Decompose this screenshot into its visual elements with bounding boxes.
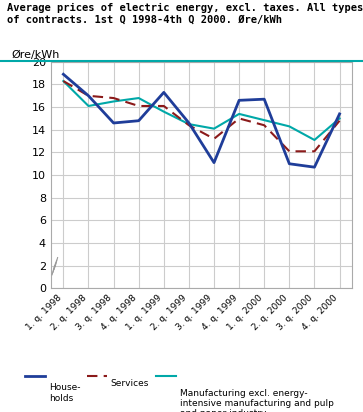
Legend: House-
holds, Services, Manufacturing excl. energy-
intensive manufacturing and : House- holds, Services, Manufacturing ex… bbox=[25, 361, 334, 391]
Text: Øre/kWh: Øre/kWh bbox=[12, 49, 60, 60]
Text: Average prices of electric energy, excl. taxes. All types
of contracts. 1st Q 19: Average prices of electric energy, excl.… bbox=[7, 3, 363, 25]
